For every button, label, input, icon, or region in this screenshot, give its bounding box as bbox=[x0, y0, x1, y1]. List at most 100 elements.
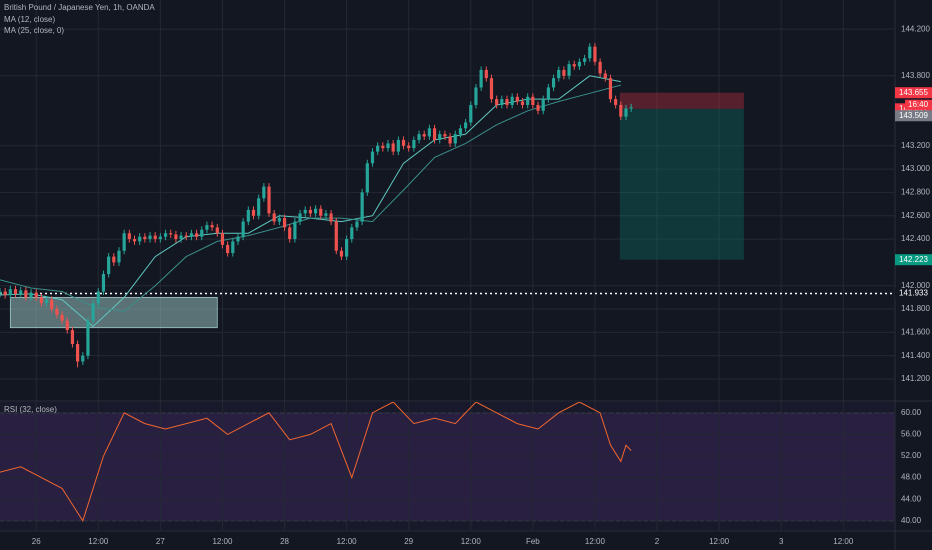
candle-body bbox=[443, 134, 447, 137]
candle-body bbox=[541, 99, 545, 111]
candle-body bbox=[288, 227, 292, 240]
candle-body bbox=[422, 134, 426, 137]
candle-body bbox=[200, 229, 204, 237]
candle-body bbox=[189, 233, 194, 237]
x-tick-label: 12:00 bbox=[709, 537, 730, 546]
x-tick-label: 12:00 bbox=[88, 537, 109, 546]
candle-body bbox=[60, 314, 64, 321]
candle-body bbox=[469, 104, 473, 123]
y-tick-label: 142.800 bbox=[901, 188, 930, 197]
candle-body bbox=[567, 64, 571, 76]
candle-body bbox=[370, 151, 375, 164]
x-tick-label: 12:00 bbox=[337, 537, 358, 546]
candle-body bbox=[432, 128, 437, 140]
candle-body bbox=[236, 236, 240, 242]
candle-body bbox=[267, 186, 271, 214]
candle-body bbox=[34, 292, 38, 298]
candle-body bbox=[401, 139, 406, 146]
candle-body bbox=[19, 290, 23, 294]
rsi-tick-label: 60.00 bbox=[901, 408, 922, 417]
target-zone bbox=[619, 108, 744, 260]
price-tag-label: 143.655 bbox=[899, 88, 928, 97]
candle-body bbox=[101, 274, 106, 292]
candle-body bbox=[272, 213, 276, 222]
y-tick-label: 143.800 bbox=[901, 71, 930, 80]
candle-body bbox=[241, 221, 245, 237]
candle-body bbox=[50, 299, 54, 310]
stop-zone bbox=[619, 92, 744, 109]
indicator-label: MA (25, close, 0) bbox=[4, 26, 64, 35]
candle-body bbox=[624, 108, 628, 117]
candle-body bbox=[334, 221, 338, 251]
candle-body bbox=[453, 134, 457, 144]
x-tick-label: 26 bbox=[32, 537, 41, 546]
candle-body bbox=[350, 227, 354, 240]
candle-body bbox=[65, 320, 69, 331]
candle-body bbox=[324, 213, 328, 216]
candle-body bbox=[76, 344, 80, 362]
x-tick-label: 12:00 bbox=[461, 537, 482, 546]
candle-body bbox=[194, 233, 199, 237]
candle-body bbox=[262, 186, 266, 199]
price-tag-label: 141.933 bbox=[899, 289, 928, 298]
y-tick-label: 141.600 bbox=[901, 327, 930, 336]
candle-body bbox=[138, 236, 142, 242]
candle-body bbox=[562, 69, 566, 76]
y-tick-label: 143.200 bbox=[901, 141, 930, 150]
candle-body bbox=[91, 303, 95, 321]
candle-body bbox=[448, 136, 452, 144]
candle-body bbox=[391, 143, 395, 152]
candle-body bbox=[458, 128, 463, 135]
candle-body bbox=[70, 330, 75, 345]
candle-body bbox=[608, 78, 613, 100]
chart-title: British Pound / Japanese Yen, 1h, OANDA bbox=[4, 3, 155, 12]
candle-body bbox=[603, 73, 607, 79]
candle-body bbox=[365, 163, 369, 193]
candle-body bbox=[520, 101, 525, 105]
candle-body bbox=[438, 134, 442, 140]
candle-body bbox=[127, 233, 131, 240]
candle-body bbox=[464, 122, 468, 129]
candle-body bbox=[396, 139, 400, 152]
ma-line bbox=[0, 75, 621, 328]
candle-body bbox=[360, 192, 364, 222]
candle-body bbox=[220, 233, 225, 245]
candle-body bbox=[329, 213, 333, 222]
candle-body bbox=[515, 96, 519, 102]
candle-body bbox=[293, 221, 297, 240]
candle-body bbox=[107, 256, 111, 275]
candle-body bbox=[345, 239, 349, 257]
candle-body bbox=[557, 69, 561, 79]
x-tick-label: 12:00 bbox=[212, 537, 233, 546]
candle-body bbox=[427, 128, 431, 137]
candle-body bbox=[277, 218, 281, 222]
candle-body bbox=[96, 291, 100, 304]
candle-body bbox=[24, 290, 28, 298]
y-tick-label: 144.200 bbox=[901, 24, 930, 33]
candle-body bbox=[551, 78, 556, 88]
candle-body bbox=[226, 244, 230, 254]
rsi-tick-label: 44.00 bbox=[901, 494, 922, 503]
candle-body bbox=[39, 297, 43, 304]
y-tick-label: 142.400 bbox=[901, 234, 930, 243]
candle-body bbox=[598, 61, 602, 74]
candle-body bbox=[246, 209, 250, 222]
candle-body bbox=[44, 299, 49, 304]
rsi-tick-label: 52.00 bbox=[901, 451, 922, 460]
candle-body bbox=[308, 209, 313, 214]
price-tag bbox=[895, 254, 932, 266]
candle-body bbox=[572, 64, 576, 67]
candle-body bbox=[303, 209, 307, 214]
candle-body bbox=[231, 241, 235, 254]
candle-body bbox=[510, 96, 514, 105]
candle-body bbox=[153, 235, 157, 240]
countdown-tag bbox=[905, 99, 932, 110]
price-tag bbox=[895, 288, 932, 300]
candle-body bbox=[614, 99, 618, 105]
y-tick-label: 143.000 bbox=[901, 164, 930, 173]
rsi-label: RSI (32, close) bbox=[4, 405, 57, 414]
candle-body bbox=[588, 46, 592, 59]
candle-body bbox=[495, 99, 499, 105]
candle-body bbox=[593, 46, 597, 62]
candle-body bbox=[8, 289, 12, 296]
